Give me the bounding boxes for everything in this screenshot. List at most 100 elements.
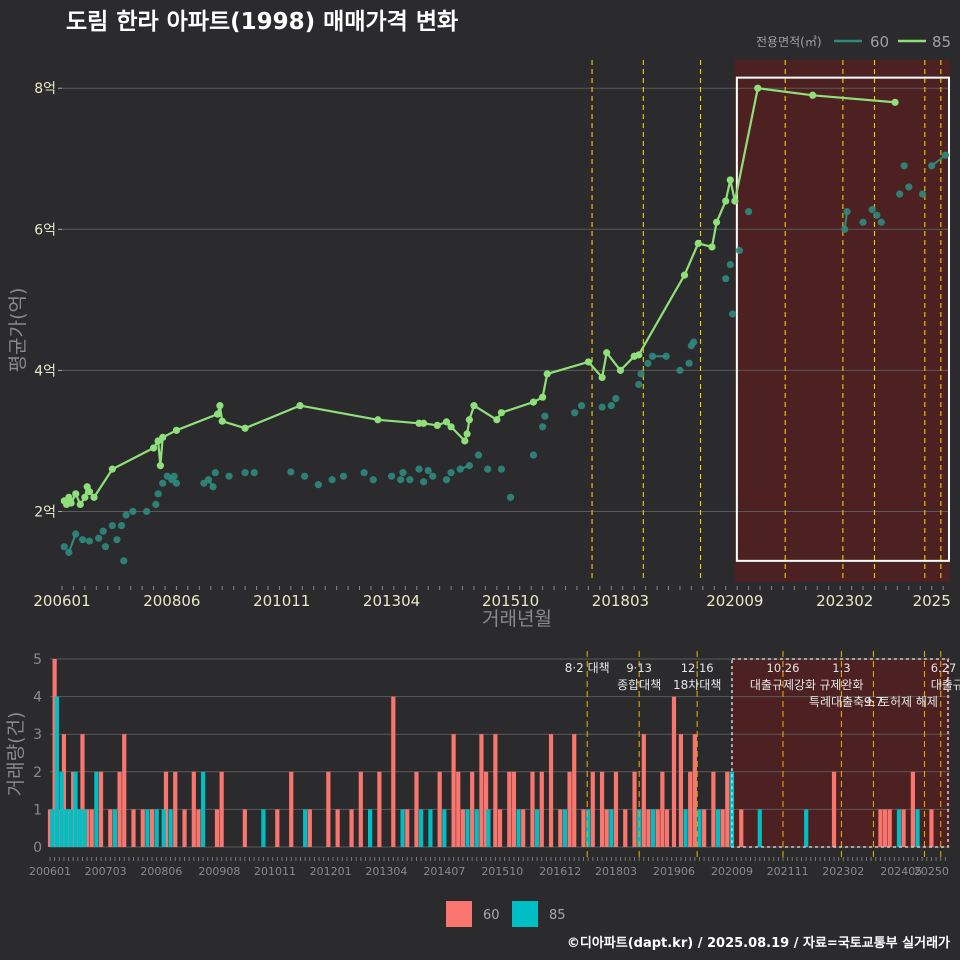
bar-60-29 (335, 809, 340, 847)
point-60-25 (211, 469, 219, 477)
bar-60-58 (613, 771, 619, 847)
bar-85-27 (562, 809, 568, 847)
bar-60-20 (191, 771, 196, 847)
bar-85-14 (200, 771, 206, 847)
bar-85-3 (64, 809, 69, 847)
point-85-42 (680, 271, 689, 279)
x-tick-label-3: 201304 (363, 592, 420, 610)
volume-x-tick-label-2: 200806 (140, 865, 182, 878)
bar-60-45 (507, 771, 512, 847)
bar-60-61 (641, 734, 646, 847)
volume-y-tick-label-3: 3 (33, 727, 42, 743)
point-85-23 (420, 419, 428, 427)
volume-dotted-box (731, 658, 949, 848)
point-60-16 (154, 490, 162, 498)
segment-60-1 (207, 479, 214, 488)
point-85-15 (172, 426, 181, 434)
bar-60-26 (289, 771, 294, 847)
bar-60-17 (163, 771, 169, 847)
legend-label-bar-60: 60 (483, 908, 500, 923)
bar-60-2 (57, 809, 62, 847)
bar-60-38 (456, 771, 461, 847)
policy-annotation-5-0: 9·7 (864, 695, 883, 709)
point-85-27 (461, 437, 469, 445)
point-60-77 (868, 205, 876, 214)
point-60-55 (571, 409, 579, 417)
point-85-30 (470, 402, 478, 410)
point-60-9 (113, 536, 121, 544)
bar-60-12 (117, 771, 122, 847)
legend-label-85: 85 (932, 33, 951, 51)
point-85-25 (442, 418, 451, 426)
point-60-79 (877, 218, 885, 226)
chart-title: 도림 한라 아파트(1998) 매매가격 변화 (66, 9, 458, 35)
x-tick-label-4: 201510 (482, 592, 539, 610)
point-60-11 (120, 557, 128, 565)
bar-60-16 (149, 809, 155, 847)
bar-60-62 (646, 809, 651, 847)
point-60-10 (117, 521, 126, 530)
point-60-57 (598, 403, 606, 411)
point-60-4 (85, 537, 94, 545)
bar-85-0 (50, 809, 55, 847)
legend-label-bar-85: 85 (549, 908, 566, 923)
bar-60-66 (671, 696, 677, 847)
point-85-26 (447, 423, 455, 431)
bar-60-75 (831, 771, 837, 847)
volume-x-tick-label-13: 202111 (767, 865, 809, 878)
point-60-72 (735, 246, 744, 255)
x-tick-label-0: 200601 (33, 592, 90, 610)
bar-60-65 (664, 809, 670, 847)
point-60-33 (339, 472, 348, 480)
policy-annotation-2-0: 12·16 (681, 661, 714, 675)
volume-x-tick-label-16: 20250 (914, 865, 949, 878)
point-60-60 (635, 380, 643, 389)
bar-60-30 (349, 809, 354, 847)
bar-60-0 (47, 809, 53, 847)
bar-85-37 (804, 809, 809, 847)
policy-annotation-6-1: 대출규 (931, 678, 960, 692)
policy-annotation-1-0: 9·13 (626, 661, 652, 675)
legend-label-60: 60 (870, 33, 889, 51)
point-60-68 (690, 338, 698, 346)
point-60-36 (387, 472, 396, 480)
bar-85-1 (54, 696, 60, 847)
bar-85-2 (59, 771, 64, 847)
bar-85-34 (715, 809, 721, 847)
point-60-62 (644, 359, 652, 367)
bar-85-16 (303, 809, 308, 847)
bar-60-15 (140, 809, 145, 847)
segment-60-5 (931, 154, 947, 167)
highlight-box (735, 76, 950, 562)
bar-85-21 (442, 809, 447, 847)
bar-85-25 (516, 809, 521, 847)
bar-60-5 (71, 771, 76, 847)
bar-60-57 (604, 809, 609, 847)
bar-85-8 (94, 771, 99, 847)
bar-85-36 (757, 809, 762, 847)
volume-x-tick-label-8: 201510 (481, 865, 523, 878)
y-tick-label-0: 2억 (34, 504, 56, 520)
bar-60-53 (572, 734, 577, 847)
bar-60-31 (358, 771, 363, 847)
bar-60-1 (52, 659, 57, 847)
point-85-41 (635, 351, 643, 359)
bar-60-73 (725, 771, 730, 847)
point-60-49 (484, 465, 492, 473)
bar-60-19 (182, 809, 187, 847)
point-85-13 (156, 462, 165, 470)
bar-85-12 (161, 809, 166, 847)
point-60-1 (65, 548, 73, 556)
volume-y-axis-label: 거래량(건) (5, 712, 27, 797)
price-panel: 2억 4억 6억 8억 200601 200806 201011 201304 201510 20… (33, 60, 951, 610)
legend-swatch-bar-60 (446, 901, 472, 927)
bar-60-60 (632, 771, 637, 847)
point-85-37 (598, 373, 606, 382)
point-60-43 (429, 472, 437, 480)
bar-60-64 (660, 771, 665, 847)
bar-60-43 (493, 734, 498, 847)
bar-60-79 (901, 809, 906, 847)
point-60-76 (859, 218, 867, 226)
bar-85-35 (729, 771, 735, 847)
